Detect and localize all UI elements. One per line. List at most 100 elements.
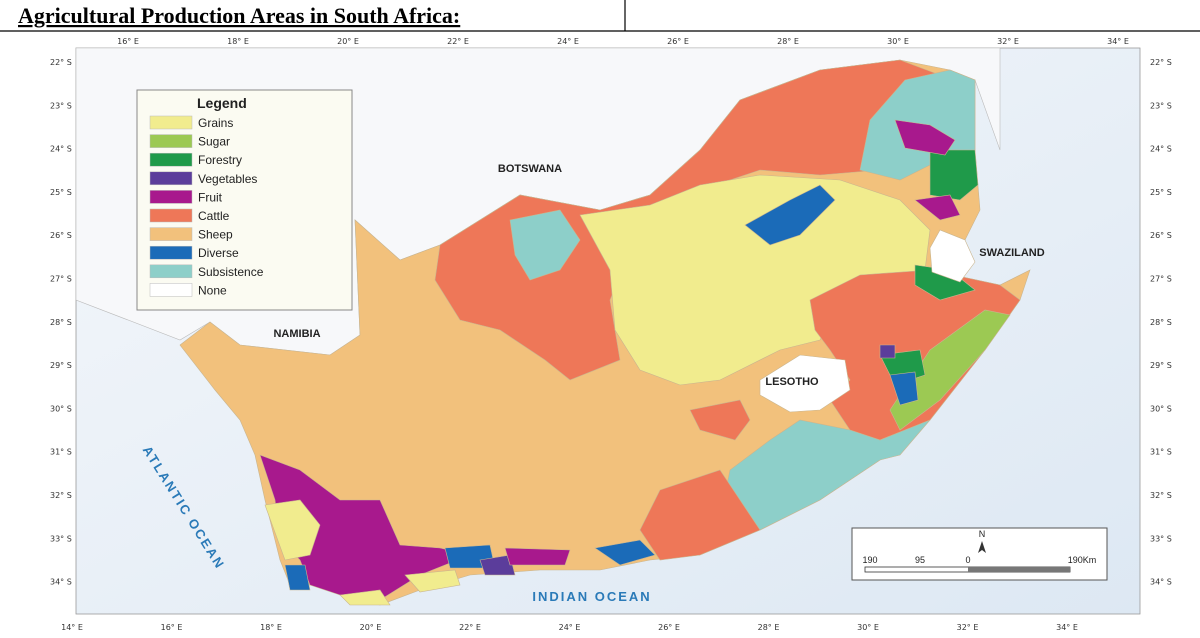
longitude-label: 24° E — [559, 623, 581, 632]
latitude-label: 24° S — [50, 145, 72, 154]
longitude-label: 28° E — [777, 37, 799, 46]
north-arrow — [978, 541, 986, 553]
latitude-label: 28° S — [1150, 318, 1172, 327]
region-diverse-east — [889, 371, 919, 406]
latitude-label: 22° S — [1150, 58, 1172, 67]
legend-swatch — [149, 171, 193, 186]
legend-swatch — [149, 115, 193, 130]
country-label: NAMIBIA — [273, 328, 320, 340]
longitude-label: 18° E — [260, 623, 282, 632]
longitude-label: 32° E — [997, 37, 1019, 46]
legend-label: Forestry — [198, 153, 242, 167]
latitude-label: 25° S — [50, 188, 72, 197]
swaziland — [929, 229, 976, 283]
longitude-label: 14° E — [61, 623, 83, 632]
region-forestry-north — [929, 149, 979, 201]
longitude-label: 18° E — [227, 37, 249, 46]
longitude-label: 22° E — [447, 37, 469, 46]
longitude-label: 30° E — [857, 623, 879, 632]
region-cattle-north — [434, 59, 941, 381]
region-grains-overberg — [339, 589, 391, 606]
longitude-label: 24° E — [557, 37, 579, 46]
longitude-label: 28° E — [758, 623, 780, 632]
country-label: LESOTHO — [765, 376, 819, 388]
longitude-label: 26° E — [667, 37, 689, 46]
longitude-label: 20° E — [360, 623, 382, 632]
legend-label: None — [198, 283, 227, 297]
region-subsistence-east — [719, 419, 931, 531]
latitude-label: 32° S — [50, 491, 72, 500]
legend-swatch — [149, 245, 193, 260]
region-cattle-south — [639, 469, 761, 561]
latitude-label: 33° S — [1150, 534, 1172, 543]
latitude-label: 31° S — [50, 448, 72, 457]
scale-label: 190 — [862, 555, 877, 565]
longitude-label: 22° E — [459, 623, 481, 632]
latitude-label: 30° S — [50, 404, 72, 413]
legend-swatch — [149, 134, 193, 148]
latitude-label: 29° S — [1150, 361, 1172, 370]
legend-label: Subsistence — [198, 265, 264, 279]
country-label: SWAZILAND — [979, 247, 1044, 259]
legend-label: Grains — [198, 116, 233, 130]
region-vegetables-south — [479, 554, 516, 576]
longitude-label: 34° E — [1107, 37, 1129, 46]
legend-label: Vegetables — [198, 172, 257, 186]
legend-label: Cattle — [198, 209, 230, 223]
scale-label: 0 — [965, 555, 970, 565]
region-grains-south — [404, 569, 461, 593]
lesotho — [759, 354, 851, 413]
region-vegetables-east — [879, 344, 896, 359]
legend-swatch — [149, 264, 193, 279]
latitude-label: 28° S — [50, 318, 72, 327]
latitude-label: 23° S — [50, 101, 72, 110]
latitude-label: 27° S — [50, 275, 72, 284]
latitude-label: 26° S — [50, 231, 72, 240]
longitude-label: 30° E — [887, 37, 909, 46]
region-diverse-north — [744, 184, 836, 246]
scale-bar-fill — [968, 567, 1070, 572]
legend-label: Sugar — [198, 135, 230, 149]
region-subsistence-west — [509, 209, 581, 281]
region-grains-swartland — [264, 499, 321, 561]
legend-swatch — [149, 190, 193, 204]
country-label: BOTSWANA — [498, 163, 562, 175]
region-cattle-central — [689, 399, 751, 441]
legend-swatch — [149, 283, 193, 297]
legend-label: Diverse — [198, 246, 239, 260]
region-diverse-southeast — [594, 539, 656, 566]
latitude-label: 33° S — [50, 534, 72, 543]
longitude-label: 34° E — [1056, 623, 1078, 632]
latitude-label: 27° S — [1150, 275, 1172, 284]
scale-label: 95 — [915, 555, 925, 565]
title: Agricultural Production Areas in South A… — [18, 3, 460, 28]
ocean-label: INDIAN OCEAN — [532, 589, 651, 604]
legend-items: Grains Sugar Forestry Vegetables Fruit Cattle… — [149, 115, 264, 297]
longitude-label: 26° E — [658, 623, 680, 632]
legend-swatch — [149, 208, 193, 223]
latitude-label: 30° S — [1150, 404, 1172, 413]
longitude-label: 16° E — [161, 623, 183, 632]
legend-label: Sheep — [198, 228, 233, 242]
latitude-label: 29° S — [50, 361, 72, 370]
latitude-label: 22° S — [50, 58, 72, 67]
region-fruit-northeast — [914, 194, 961, 221]
latitude-label: 32° S — [1150, 491, 1172, 500]
latitude-label: 31° S — [1150, 448, 1172, 457]
scale-labels: 190 95 0 190Km — [862, 555, 1096, 565]
longitude-label: 20° E — [337, 37, 359, 46]
region-fruit-south — [504, 547, 571, 566]
longitude-label: 32° E — [957, 623, 979, 632]
legend-label: Fruit — [198, 190, 223, 204]
latitude-label: 26° S — [1150, 231, 1172, 240]
regions — [179, 59, 1031, 606]
latitude-label: 24° S — [1150, 145, 1172, 154]
scale-label: 190Km — [1068, 555, 1097, 565]
north-label: N — [979, 529, 986, 539]
latitude-label: 34° S — [50, 578, 72, 587]
latitude-label: 25° S — [1150, 188, 1172, 197]
legend-swatch — [149, 227, 193, 241]
legend-title: Legend — [197, 95, 247, 111]
legend-swatch — [149, 152, 193, 167]
